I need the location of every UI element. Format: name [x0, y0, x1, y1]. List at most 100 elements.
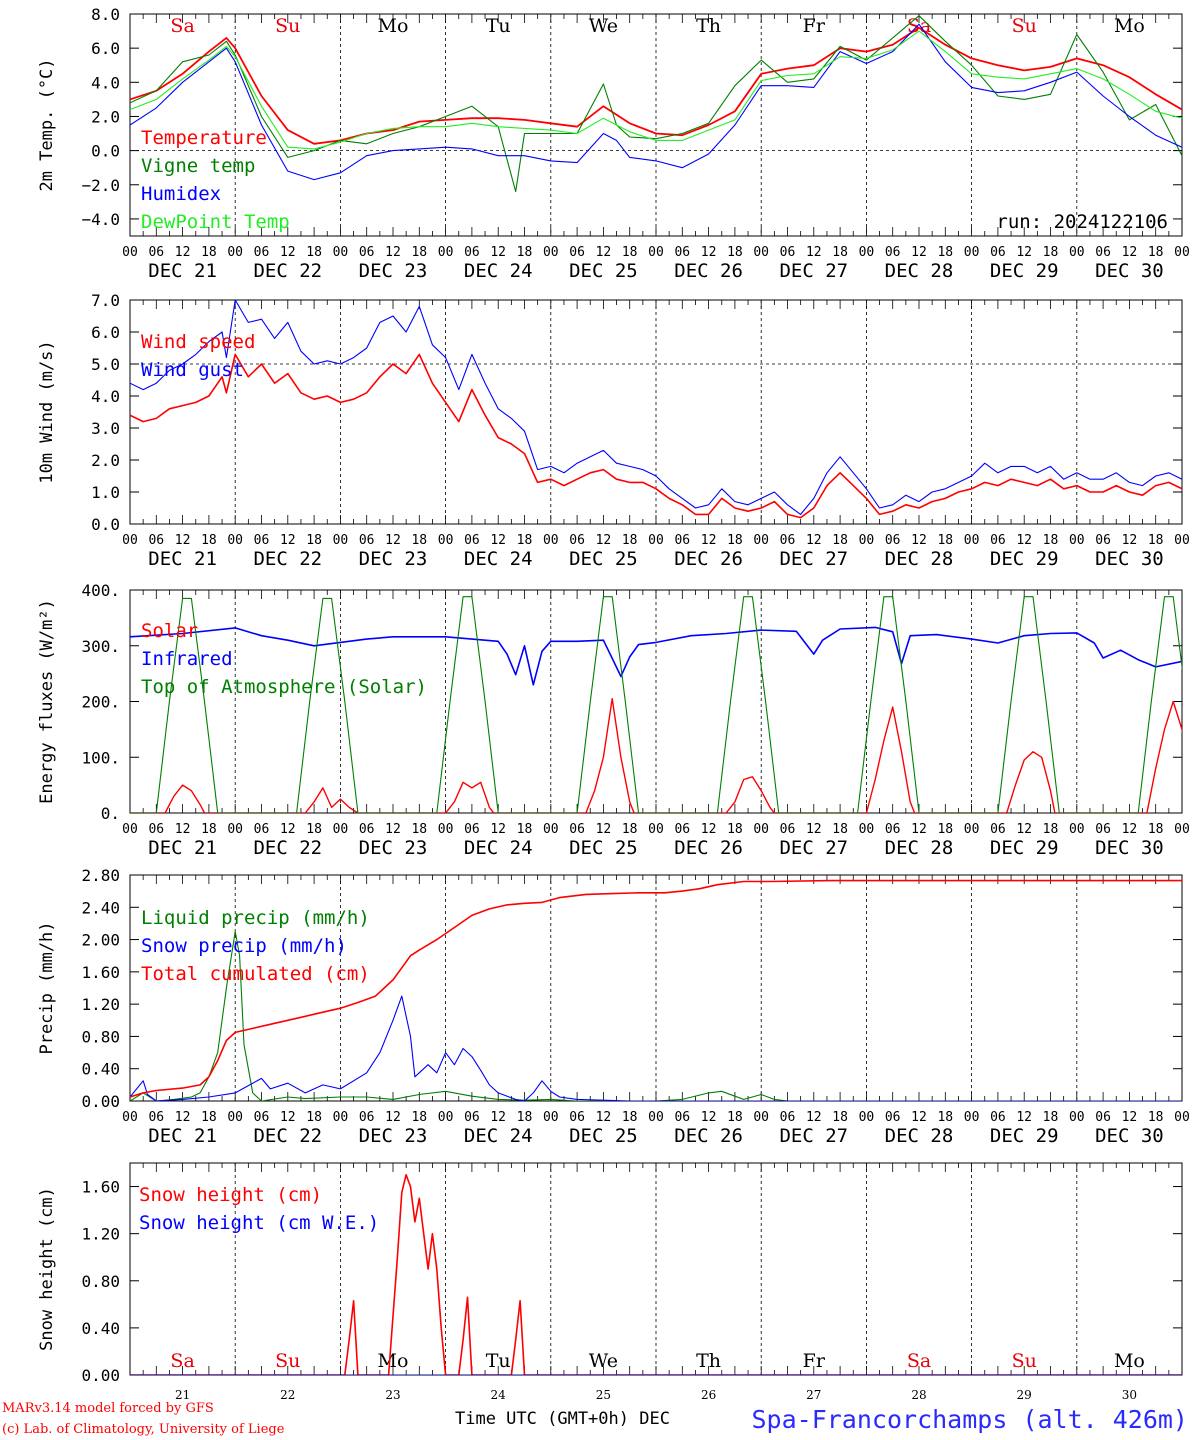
- legend-entry: Snow height (cm): [139, 1184, 322, 1206]
- x-hour-label: 00: [1069, 245, 1085, 260]
- y-axis-label: Snow height (cm): [37, 1187, 57, 1351]
- weekday-label: Fr: [803, 15, 826, 37]
- x-hour-label: 18: [1148, 822, 1164, 837]
- x-hour-label: 12: [175, 822, 191, 837]
- x-hour-label: 12: [911, 533, 927, 548]
- x-hour-label: 00: [859, 822, 875, 837]
- x-hour-label: 06: [885, 822, 901, 837]
- y-tick-label: 0.: [101, 804, 120, 823]
- x-hour-label: 12: [385, 1110, 401, 1125]
- x-date-label: DEC 24: [464, 548, 533, 570]
- x-hour-label: 06: [569, 822, 585, 837]
- x-date-label: DEC 26: [674, 837, 743, 859]
- x-hour-label: 00: [543, 1110, 559, 1125]
- legend-entry: Humidex: [141, 183, 221, 205]
- x-hour-label: 12: [1016, 245, 1032, 260]
- footer-lab: (c) Lab. of Climatology, University of L…: [2, 1422, 285, 1437]
- y-axis-label: 10m Wind (m/s): [37, 340, 57, 483]
- y-tick-label: 4.0: [91, 387, 120, 406]
- x-hour-label: 18: [201, 822, 217, 837]
- x-hour-label: 12: [911, 1110, 927, 1125]
- x-hour-label: 12: [175, 1110, 191, 1125]
- series-line-dewpoint-temp: [130, 30, 1182, 150]
- y-tick-label: 2.0: [91, 107, 120, 126]
- footer-model: MARv3.14 model forced by GFS: [2, 1401, 214, 1416]
- x-hour-label: 12: [1016, 1110, 1032, 1125]
- x-date-label: DEC 27: [779, 1125, 848, 1147]
- x-date-label: DEC 30: [1095, 1125, 1164, 1147]
- x-hour-label: 06: [674, 245, 690, 260]
- x-hour-label: 12: [1122, 245, 1138, 260]
- x-date-label: DEC 24: [464, 837, 533, 859]
- x-hour-label: 00: [1174, 533, 1190, 548]
- x-hour-label: 12: [596, 533, 612, 548]
- y-tick-label: 7.0: [91, 291, 120, 310]
- x-hour-label: 00: [333, 1110, 349, 1125]
- x-date-label: DEC 30: [1095, 837, 1164, 859]
- x-hour-label: 12: [911, 245, 927, 260]
- x-hour-label: 06: [359, 245, 375, 260]
- weekday-label: We: [589, 15, 618, 37]
- x-hour-label: 18: [411, 822, 427, 837]
- x-hour-label: 06: [464, 1110, 480, 1125]
- y-tick-label: −2.0: [81, 176, 120, 195]
- x-hour-label: 00: [964, 1110, 980, 1125]
- x-date-label: DEC 28: [885, 548, 954, 570]
- x-date-label: DEC 28: [885, 837, 954, 859]
- y-tick-label: 0.40: [81, 1060, 120, 1079]
- x-hour-label: 00: [438, 822, 454, 837]
- x-hour-label: 18: [517, 1110, 533, 1125]
- x-hour-label: 12: [1122, 533, 1138, 548]
- x-hour-label: 18: [937, 822, 953, 837]
- x-hour-label: 00: [1069, 1110, 1085, 1125]
- x-hour-label: 06: [990, 1110, 1006, 1125]
- weekday-label: Mo: [378, 1350, 409, 1372]
- legend-entry: Top of Atmosphere (Solar): [141, 676, 427, 698]
- x-hour-label: 12: [701, 533, 717, 548]
- x-hour-label: 00: [859, 533, 875, 548]
- panel-snow: 1.60 1.20 0.80 0.40 0.00 Snow height (cm) 21 22…: [37, 1162, 1183, 1402]
- x-hour-label: 00: [122, 822, 138, 837]
- x-date-label: DEC 23: [359, 548, 428, 570]
- x-hour-label: 06: [569, 245, 585, 260]
- series-line-wind-gust: [130, 300, 1182, 515]
- x-hour-label: 12: [490, 245, 506, 260]
- y-tick-label: 2.40: [81, 898, 120, 917]
- x-hour-label: 06: [990, 822, 1006, 837]
- x-axis-title: Time UTC (GMT+0h) DEC: [455, 1409, 670, 1429]
- x-date-label: DEC 22: [253, 1125, 322, 1147]
- x-hour-label: 18: [306, 245, 322, 260]
- y-tick-label: 100.: [81, 748, 120, 767]
- x-hour-label: 00: [227, 822, 243, 837]
- x-hour-label: 00: [648, 822, 664, 837]
- x-hour-label: 18: [306, 1110, 322, 1125]
- x-hour-label: 18: [1043, 245, 1059, 260]
- series-line-humidex: [130, 23, 1182, 181]
- x-hour-label: 00: [333, 245, 349, 260]
- x-hour-label: 18: [201, 533, 217, 548]
- x-hour-label: 06: [990, 245, 1006, 260]
- x-hour-label: 12: [1122, 1110, 1138, 1125]
- y-tick-label: 5.0: [91, 355, 120, 374]
- station-name: Spa-Francorchamps (alt. 426m): [752, 1405, 1189, 1434]
- weekday-label: Th: [696, 15, 721, 37]
- x-hour-label: 06: [148, 822, 164, 837]
- x-date-label: DEC 21: [148, 1125, 217, 1147]
- x-hour-label: 18: [622, 245, 638, 260]
- x-date-label: DEC 25: [569, 260, 638, 282]
- series-group: [130, 300, 1182, 519]
- x-hour-label: 00: [753, 245, 769, 260]
- x-hour-label: 06: [780, 822, 796, 837]
- x-hour-label: 00: [964, 245, 980, 260]
- x-hour-label: 00: [122, 533, 138, 548]
- x-hour-label: 06: [464, 533, 480, 548]
- weekday-label: Th: [696, 1350, 721, 1372]
- x-hour-label: 06: [780, 1110, 796, 1125]
- x-day-number: 21: [175, 1388, 190, 1402]
- x-hour-label: 12: [596, 245, 612, 260]
- series-line-snow-height-cm-: [130, 1174, 1182, 1375]
- x-date-label: DEC 27: [779, 260, 848, 282]
- y-tick-label: 2.0: [91, 451, 120, 470]
- x-hour-label: 06: [1095, 1110, 1111, 1125]
